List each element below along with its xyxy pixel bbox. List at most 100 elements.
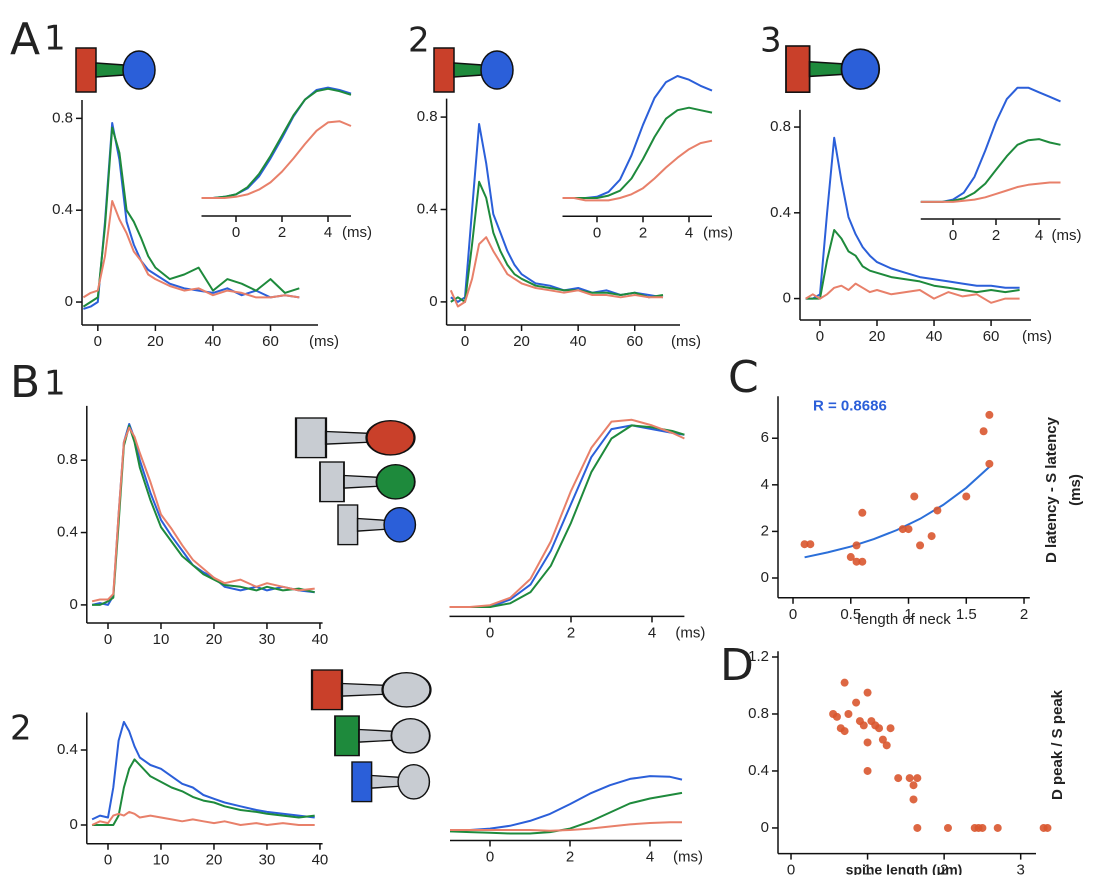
x-tick-label: 0 [94, 333, 102, 350]
spine-icon [294, 416, 416, 459]
x-tick-label: 30 [259, 852, 276, 869]
point [858, 508, 867, 517]
point [863, 688, 872, 697]
x-tick-label: 0 [232, 224, 240, 241]
spine-icon [337, 504, 417, 546]
point [985, 410, 994, 419]
y-tick-label: 4 [761, 476, 769, 493]
x-tick-label: 60 [262, 333, 279, 350]
x-unit: (ms) [342, 224, 372, 241]
point [993, 823, 1002, 832]
y-tick-label: 0.4 [57, 524, 78, 541]
point [985, 459, 994, 468]
y-tick-label: 0 [429, 293, 437, 310]
y-tick-label: 1.2 [748, 648, 769, 665]
x-tick-label: 60 [983, 328, 1000, 345]
point [840, 678, 849, 687]
trace [562, 139, 713, 202]
point [905, 774, 914, 783]
point [979, 427, 988, 436]
panel-label: B [10, 357, 40, 408]
x-tick-label: 0.5 [840, 606, 861, 623]
trace [562, 75, 713, 199]
y-tick-label: 0.8 [417, 108, 438, 125]
trace [91, 426, 315, 603]
x-tick-label: 40 [312, 631, 329, 648]
panel-label: C [728, 352, 759, 403]
y-tick-label: 0 [69, 596, 77, 613]
point [962, 492, 971, 501]
x-tick-label: 2 [992, 227, 1000, 244]
x-tick-label: 20 [513, 333, 530, 350]
point [894, 774, 903, 783]
x-tick-label: 0 [789, 606, 797, 623]
point [904, 525, 913, 534]
x-tick-label: 0 [104, 852, 112, 869]
y-tick-label: 0.8 [57, 451, 78, 468]
x-tick-label: 4 [685, 224, 693, 241]
x-tick-label: 0 [461, 333, 469, 350]
x-axis-label: length of neck [857, 611, 951, 628]
x-axis-label: spine length (μm) [846, 862, 963, 875]
trace [450, 123, 664, 303]
x-tick-label: 30 [259, 631, 276, 648]
trace [201, 86, 352, 199]
trace [201, 120, 352, 199]
y-tick-label: 0.4 [52, 201, 73, 218]
point [863, 738, 872, 747]
x-unit: (ms) [1052, 227, 1082, 244]
trace [450, 775, 683, 831]
point [878, 735, 887, 744]
trace [805, 282, 1020, 304]
spine-icon [334, 715, 431, 757]
panel-label: D [720, 640, 754, 691]
point [858, 557, 867, 566]
trace [562, 106, 713, 199]
panel-label: A [10, 14, 40, 65]
point [886, 724, 895, 733]
x-unit: (ms) [1022, 328, 1052, 345]
point [852, 541, 861, 550]
x-tick-label: 2 [567, 624, 575, 641]
spine-icon [351, 761, 431, 803]
x-tick-label: 10 [153, 852, 170, 869]
x-tick-label: 4 [646, 848, 654, 865]
panel-number: 2 [10, 709, 32, 749]
trace [449, 424, 685, 608]
x-tick-label: 2 [1020, 606, 1028, 623]
trace [449, 424, 685, 608]
x-tick-label: 1 [863, 862, 871, 875]
y-axis-label: D peak / S peak [1049, 689, 1066, 800]
trace [91, 810, 315, 826]
point [943, 823, 952, 832]
x-tick-label: 0 [816, 328, 824, 345]
spine-icon [319, 461, 416, 503]
trace [92, 424, 315, 606]
point [800, 540, 809, 549]
y-tick-label: 0.8 [52, 109, 73, 126]
spine-icon [75, 47, 156, 93]
panel-number: 2 [408, 21, 430, 61]
point [927, 532, 936, 541]
point [909, 795, 918, 804]
x-tick-label: 0 [593, 224, 601, 241]
trace [920, 138, 1061, 203]
point [832, 712, 841, 721]
x-tick-label: 0 [486, 848, 494, 865]
x-tick-label: 20 [206, 852, 223, 869]
point [933, 506, 942, 515]
point [910, 492, 919, 501]
x-tick-label: 20 [147, 333, 164, 350]
point [913, 823, 922, 832]
panel-number: 3 [760, 21, 782, 61]
x-tick-label: 2 [940, 862, 948, 875]
fit-line [804, 466, 991, 559]
x-tick-label: 60 [626, 333, 643, 350]
point [1043, 823, 1052, 832]
point [916, 541, 925, 550]
x-unit: (ms) [673, 848, 703, 865]
x-tick-label: 2 [566, 848, 574, 865]
x-unit: (ms) [703, 224, 733, 241]
x-tick-label: 40 [205, 333, 222, 350]
x-unit: (ms) [309, 333, 339, 350]
